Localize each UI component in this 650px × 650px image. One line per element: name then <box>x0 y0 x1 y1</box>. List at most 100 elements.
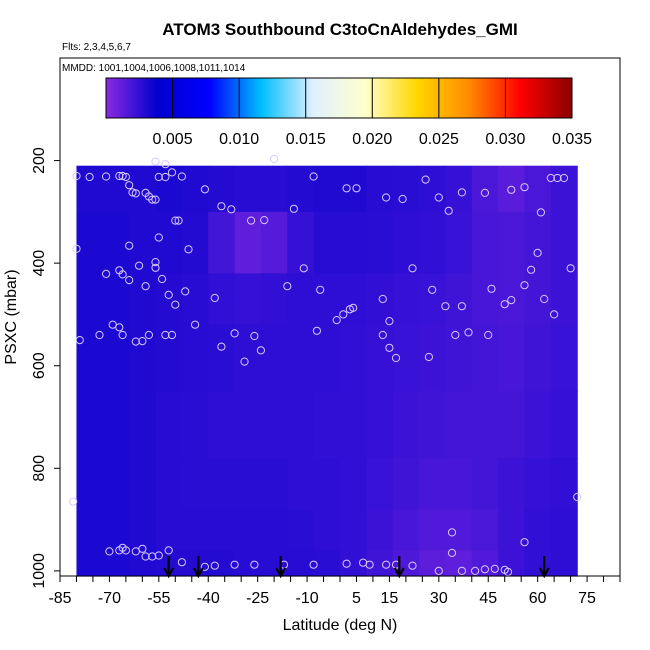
field-cell <box>102 391 130 459</box>
field-cell <box>129 273 157 326</box>
observation-point <box>240 357 249 366</box>
observation-point <box>95 330 104 340</box>
field-cell <box>524 509 552 551</box>
field-cell <box>524 273 552 326</box>
x-tick-label: -55 <box>147 590 170 607</box>
field-cell <box>313 509 341 551</box>
field-cell <box>366 550 394 577</box>
field-cell <box>498 324 526 392</box>
observation-point <box>309 560 318 569</box>
observation-point <box>121 546 131 555</box>
observation-point <box>148 552 157 561</box>
field-cell <box>471 211 499 274</box>
colorbar-tick-label: 0.020 <box>352 131 392 148</box>
chart-title: ATOM3 Southbound C3toCnAldehydes_GMI <box>162 20 517 39</box>
field-cell <box>287 391 315 459</box>
field-cell <box>366 509 394 551</box>
observation-point <box>546 173 555 183</box>
field-cell <box>129 509 157 551</box>
observation-point <box>115 323 124 332</box>
observation-point <box>69 497 78 506</box>
observation-point <box>289 204 298 213</box>
observation-point <box>161 160 170 169</box>
field-cell <box>208 165 236 213</box>
field-cell <box>234 324 262 392</box>
observation-point <box>378 330 387 340</box>
field-cell <box>471 273 499 326</box>
colorbar-tick-label: 0.005 <box>153 131 193 148</box>
field-cell <box>234 509 262 551</box>
y-tick-label: 400 <box>31 250 48 277</box>
field-cell <box>76 509 104 551</box>
observation-point <box>131 337 140 346</box>
field-cell <box>471 391 499 459</box>
field-cell <box>208 324 236 392</box>
colorbar-gradient <box>105 77 573 119</box>
field-cell <box>498 273 526 326</box>
x-tick-label: -25 <box>246 590 269 607</box>
observation-point <box>309 172 318 181</box>
observation-point <box>434 566 443 576</box>
field-cell <box>471 324 499 392</box>
field-cell <box>550 509 578 551</box>
field-cell <box>366 211 394 274</box>
observation-point <box>151 195 160 204</box>
x-tick-label: 75 <box>578 590 596 607</box>
field-cell <box>392 324 420 392</box>
observation-point <box>533 248 542 257</box>
field-cell <box>260 273 288 326</box>
field-cell <box>550 273 578 326</box>
observation-point <box>316 285 325 294</box>
field-cell <box>550 458 578 510</box>
observation-point <box>154 233 163 242</box>
y-axis-label: PSXC (mbar) <box>3 269 20 364</box>
observation-point <box>507 296 516 305</box>
observation-point <box>500 300 509 309</box>
field-cell <box>208 391 236 459</box>
field-cell <box>102 211 130 274</box>
observation-point <box>138 337 147 346</box>
field-cell <box>471 458 499 510</box>
field-cell <box>498 391 526 459</box>
field-cell <box>76 273 104 326</box>
observation-point <box>210 293 219 303</box>
observation-point <box>378 294 387 304</box>
observation-point <box>457 188 466 197</box>
field-cell <box>445 458 473 510</box>
observation-point <box>573 492 582 502</box>
field-cell <box>287 273 315 326</box>
field-cell <box>392 458 420 510</box>
observation-point <box>118 270 127 279</box>
field-cell <box>155 391 183 459</box>
field-cell <box>260 509 288 551</box>
field-cell <box>208 458 236 510</box>
observation-point <box>444 206 453 215</box>
observation-point <box>342 184 351 193</box>
observation-point <box>382 193 391 202</box>
field-cell <box>76 211 104 274</box>
x-axis: -85 -70 -55 -40 -25 -10 5 15 30 45 60 75 <box>48 576 621 607</box>
field-cell <box>392 165 420 213</box>
observation-point <box>559 173 569 183</box>
field-cell <box>340 324 367 392</box>
field-cell <box>366 324 394 392</box>
field-cell <box>550 391 578 459</box>
observation-point <box>566 264 575 273</box>
field-cell <box>234 391 262 459</box>
observation-point <box>299 264 308 273</box>
observation-point <box>230 329 239 338</box>
observation-point <box>72 171 81 181</box>
x-tick-label: 45 <box>479 590 497 607</box>
field-cell <box>208 273 236 326</box>
field-cell <box>76 391 104 459</box>
observation-point <box>164 546 173 555</box>
observation-point <box>385 317 394 326</box>
observation-points <box>69 154 582 577</box>
field-cell <box>234 550 262 577</box>
observation-point <box>398 194 407 204</box>
observation-point <box>161 172 170 182</box>
observation-point <box>191 320 200 329</box>
field-cell <box>366 165 394 213</box>
field-cell <box>313 211 341 274</box>
